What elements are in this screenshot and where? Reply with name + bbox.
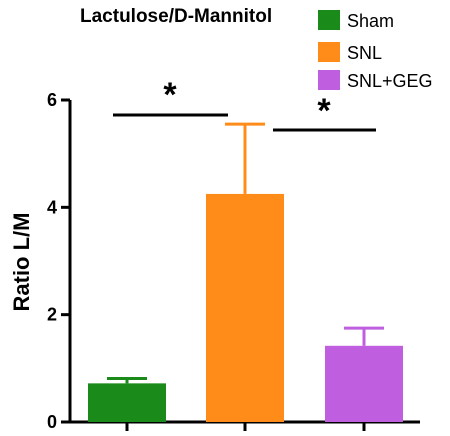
bar-snl [206, 193, 284, 422]
significance-markers: * * [113, 76, 376, 132]
legend-swatch [318, 70, 340, 90]
error-bars [107, 122, 384, 384]
significance-star: * [163, 76, 177, 114]
legend-swatch [318, 10, 340, 30]
legend-swatch [318, 42, 340, 62]
significance-star: * [317, 92, 331, 130]
legend: Sham SNL SNL+GEG [318, 10, 433, 91]
legend-label: Sham [347, 11, 394, 31]
legend-label: SNL+GEG [347, 71, 433, 91]
chart-title: Lactulose/D-Mannitol [80, 6, 272, 27]
y-tick-label: 2 [47, 305, 57, 325]
legend-label: SNL [347, 43, 382, 63]
bar-snl-geg [325, 345, 403, 422]
y-axis-ticks: 0 2 4 6 [47, 90, 70, 432]
y-tick-label: 0 [47, 412, 57, 432]
bar-sham [88, 383, 166, 422]
y-axis-label: Ratio L/M [9, 213, 34, 312]
y-tick-label: 4 [47, 197, 57, 217]
y-tick-label: 6 [47, 90, 57, 110]
bars [88, 193, 403, 422]
